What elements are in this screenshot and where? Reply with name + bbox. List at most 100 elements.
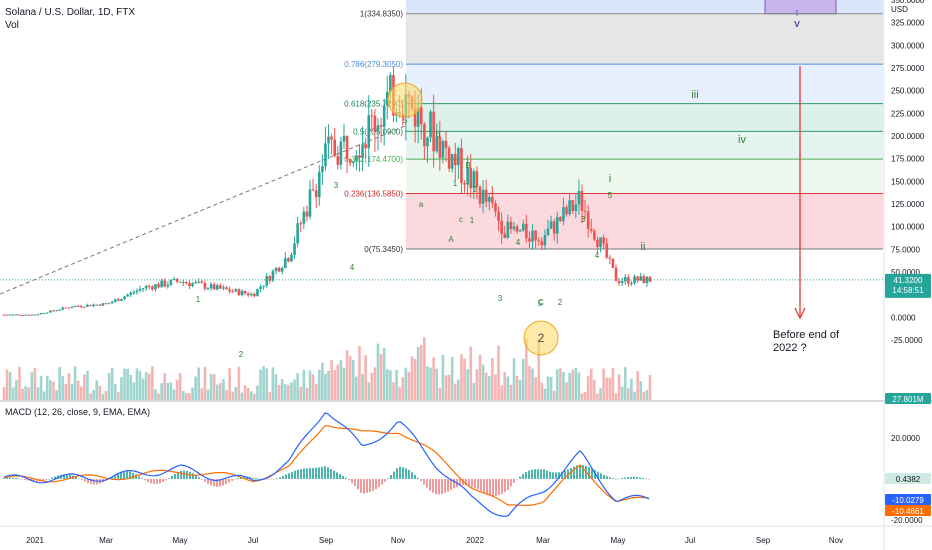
wave-label: v [794,18,800,30]
macd-histogram-bar [66,474,68,479]
volume-bar [351,359,355,400]
macd-histogram-bar [423,479,425,485]
volume-bar [589,368,593,400]
macd-histogram-bar [129,471,131,479]
price-tick: -25.0000 [891,336,923,345]
macd-badge: -10.0279 [892,496,924,505]
arrow-head [794,307,806,320]
candle-body [639,276,643,281]
candle-body [49,310,52,313]
volume-bar [599,388,602,400]
candle-body [531,230,534,242]
wave-label: 2 [558,298,563,307]
candle-body [101,303,105,306]
volume-bar [336,364,340,400]
macd-histogram-bar [636,477,638,479]
volume-bar [602,368,605,400]
candle-body [157,284,160,288]
candle-body [321,166,324,173]
candle-body [95,304,99,306]
volume-bar [290,382,293,400]
candle-body [457,147,460,166]
volume-bar [89,393,92,400]
macd-histogram-bar [294,470,296,479]
candle-body [342,135,346,142]
macd-histogram-bar [471,479,473,488]
candle-body [64,307,68,309]
macd-histogram-bar [573,466,575,479]
volume-bar [401,377,405,400]
volume-bar [271,367,275,400]
candle-body [246,293,250,296]
wave-label: ii [641,241,646,253]
macd-histogram-bar [324,466,326,479]
candle-body [15,314,18,316]
candle-body [555,216,559,234]
price-tick: 125.0000 [891,200,925,209]
volume-bar [379,353,383,400]
macd-histogram-bar [390,475,392,479]
candle-body [571,200,575,212]
candle-body [243,290,247,294]
candle-body [599,237,602,247]
volume-bar [438,387,442,400]
volume-bar [432,357,435,400]
candle-body [589,229,593,231]
macd-histogram-bar [309,468,311,479]
wave-label: 3 [498,294,503,303]
candle-body [219,285,222,289]
volume-badge: 27.801M [892,395,923,404]
macd-histogram-bar [552,472,554,479]
macd-histogram-bar [453,479,455,489]
macd-histogram-bar [618,478,620,480]
candle-body [169,279,173,285]
macd-histogram-bar [477,479,479,490]
macd-histogram-bar [348,479,350,481]
time-tick: May [172,536,187,545]
macd-histogram-bar [51,477,53,479]
candle-body [271,271,275,281]
volume-bar [382,347,386,400]
candle-body [506,221,510,238]
candle-body [623,277,627,282]
candle-body [89,304,92,307]
fib-zone [406,193,883,250]
macd-histogram-bar [93,479,95,485]
candle-body [379,125,383,127]
candle-body [2,314,6,316]
candle-body [642,276,646,284]
volume-bar [475,369,479,400]
symbol-title[interactable]: Solana / U.S. Dollar, 1D, FTX [5,7,136,18]
volume-bar [552,390,556,400]
volume-bar [169,382,173,400]
macd-histogram-bar [288,473,290,479]
volume-bar [620,386,624,400]
time-tick: Jul [248,536,258,545]
macd-histogram-bar [468,479,470,486]
macd-histogram-bar [204,479,206,482]
volume-bar [243,385,247,400]
target-box [764,0,837,15]
candle-body [39,313,43,315]
candle-body [447,147,451,169]
macd-histogram-bar [465,479,467,486]
candle-body [382,105,386,127]
volume-bar [203,366,207,400]
candle-body [24,314,27,316]
wave-label: A [448,235,454,244]
candle-body [268,276,272,281]
volume-bar [543,388,547,400]
volume-bar [642,392,646,400]
macd-histogram-bar [597,471,599,479]
candle-body [290,254,293,262]
volume-bar [302,369,306,400]
candle-body [389,75,392,92]
volume-label[interactable]: Vol [5,20,19,31]
volume-bar [540,382,544,400]
candle-body [500,221,503,234]
candle-body [33,314,37,316]
candle-body [61,307,65,310]
volume-bar [583,391,587,400]
